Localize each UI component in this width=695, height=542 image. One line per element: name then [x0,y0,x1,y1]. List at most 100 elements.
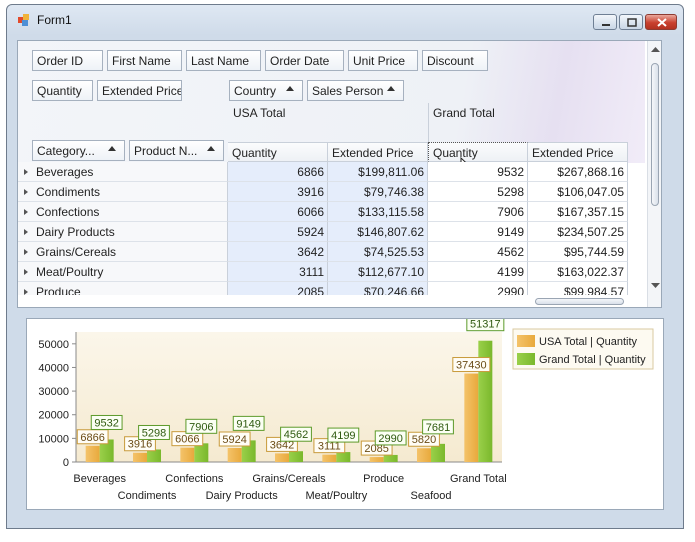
app-icon [18,14,29,26]
sort-ascending-icon [387,86,395,91]
measure-header-usa-extended-price[interactable]: Extended Price [328,142,428,162]
bar-grand-total [431,443,445,462]
row-label: Grains/Cereals [36,245,117,259]
cell-grand-extended-price[interactable]: $163,022.37 [528,262,628,282]
category-label: Beverages [73,473,126,485]
cell-grand-quantity[interactable]: 9532 [428,162,528,182]
cell-grand-extended-price[interactable]: $106,047.05 [528,182,628,202]
filter-field-unit-price[interactable]: Unit Price [348,50,418,71]
cell-usa-quantity[interactable]: 3111 [228,262,328,282]
cell-grand-extended-price[interactable]: $95,744.59 [528,242,628,262]
row-header[interactable]: Dairy Products [18,222,228,242]
filter-field-last-name[interactable]: Last Name [186,50,261,71]
data-label-usa: 5924 [222,434,246,446]
maximize-button[interactable] [619,14,643,30]
cell-usa-quantity[interactable]: 6866 [228,162,328,182]
cell-grand-extended-price[interactable]: $267,868.16 [528,162,628,182]
scroll-up-icon[interactable] [651,47,660,53]
measure-header-grand-quantity[interactable]: Quantity [428,142,528,162]
filter-field-first-name[interactable]: First Name [107,50,182,71]
vertical-scroll-thumb[interactable] [651,63,659,206]
data-label-usa: 6866 [80,432,104,444]
cell-usa-extended-price[interactable]: $112,677.10 [328,262,428,282]
filter-field-order-date[interactable]: Order Date [265,50,344,71]
pivot-grid[interactable]: Order ID First Name Last Name Order Date… [17,40,662,308]
vertical-scrollbar[interactable] [647,41,661,307]
row-header[interactable]: Meat/Poultry [18,262,228,282]
cell-grand-quantity[interactable]: 4562 [428,242,528,262]
column-field-sales-person[interactable]: Sales Person [307,80,404,101]
data-label-grand: 51317 [470,319,501,331]
bar-grand-total [383,454,398,462]
data-label-usa: 6066 [175,434,199,446]
cell-usa-quantity[interactable]: 6066 [228,202,328,222]
scroll-down-icon[interactable] [651,283,660,289]
chart-panel: 0 10000 20000 30000 40000 50000 6866 9532 Bevera… [26,316,664,510]
cell-usa-extended-price[interactable]: $133,115.58 [328,202,428,222]
bar-grand-total [289,451,303,462]
sort-ascending-icon [286,86,294,91]
category-label: Produce [363,473,404,485]
cell-grand-quantity[interactable]: 4199 [428,262,528,282]
row-header[interactable]: Confections [18,202,228,222]
cell-usa-quantity[interactable]: 3916 [228,182,328,202]
cell-usa-extended-price[interactable]: $199,811.06 [328,162,428,182]
expand-icon[interactable] [24,229,28,235]
horizontal-scrollbar[interactable] [18,295,646,307]
expand-icon[interactable] [24,289,28,295]
title-bar[interactable]: Form1 [7,5,683,35]
cell-usa-extended-price[interactable]: $74,525.53 [328,242,428,262]
cell-grand-extended-price[interactable]: $234,507.25 [528,222,628,242]
bar-usa-total [417,448,431,462]
expand-icon[interactable] [24,209,28,215]
expand-icon[interactable] [24,269,28,275]
expand-icon[interactable] [24,189,28,195]
row-field-category[interactable]: Category... [32,140,125,161]
cell-grand-quantity[interactable]: 5298 [428,182,528,202]
data-label-grand: 4562 [284,429,308,441]
cell-usa-quantity[interactable]: 3642 [228,242,328,262]
column-header-grand-total[interactable]: Grand Total [433,106,495,120]
y-tick-label: 50000 [38,339,69,351]
bar-usa-total [227,447,242,462]
sort-ascending-icon [207,146,215,151]
row-header[interactable]: Condiments [18,182,228,202]
filter-field-discount[interactable]: Discount [422,50,488,71]
row-header[interactable]: Grains/Cereals [18,242,228,262]
expand-icon[interactable] [24,169,28,175]
row-label: Confections [36,205,100,219]
column-field-country[interactable]: Country [229,80,303,101]
cell-grand-extended-price[interactable]: $167,357.15 [528,202,628,222]
data-label-usa: 3111 [318,441,341,453]
minimize-button[interactable] [593,14,617,30]
cell-grand-quantity[interactable]: 7906 [428,202,528,222]
y-tick-label: 20000 [38,410,69,422]
cell-usa-quantity[interactable]: 5924 [228,222,328,242]
filter-field-order-id[interactable]: Order ID [32,50,103,71]
row-label: Beverages [36,165,94,179]
measure-header-usa-quantity[interactable]: Quantity [228,142,328,162]
legend-swatch-grand [517,353,535,365]
data-label-box-grand [327,427,360,443]
maximize-icon [627,18,637,27]
measure-header-grand-extended-price[interactable]: Extended Price [528,142,628,162]
cell-usa-extended-price[interactable]: $79,746.38 [328,182,428,202]
data-label-usa: 2085 [364,443,388,455]
row-field-product-name[interactable]: Product N... [129,140,224,161]
bar-chart[interactable]: 0 10000 20000 30000 40000 50000 6866 9532 Bevera… [27,316,663,509]
horizontal-scroll-thumb[interactable] [535,298,624,305]
legend-swatch-usa [517,335,535,347]
cell-grand-quantity[interactable]: 9149 [428,222,528,242]
data-field-extended-price[interactable]: Extended Price [97,80,182,101]
column-header-usa-total[interactable]: USA Total [233,106,286,120]
data-field-quantity[interactable]: Quantity [32,80,93,101]
row-header[interactable]: Beverages [18,162,228,182]
data-label-grand: 5298 [142,427,166,439]
data-label-box-usa [218,431,251,447]
expand-icon[interactable] [24,249,28,255]
data-label-box-grand [90,414,123,430]
legend [512,328,654,370]
bar-usa-total [464,373,479,462]
close-button[interactable] [645,14,677,30]
cell-usa-extended-price[interactable]: $146,807.62 [328,222,428,242]
